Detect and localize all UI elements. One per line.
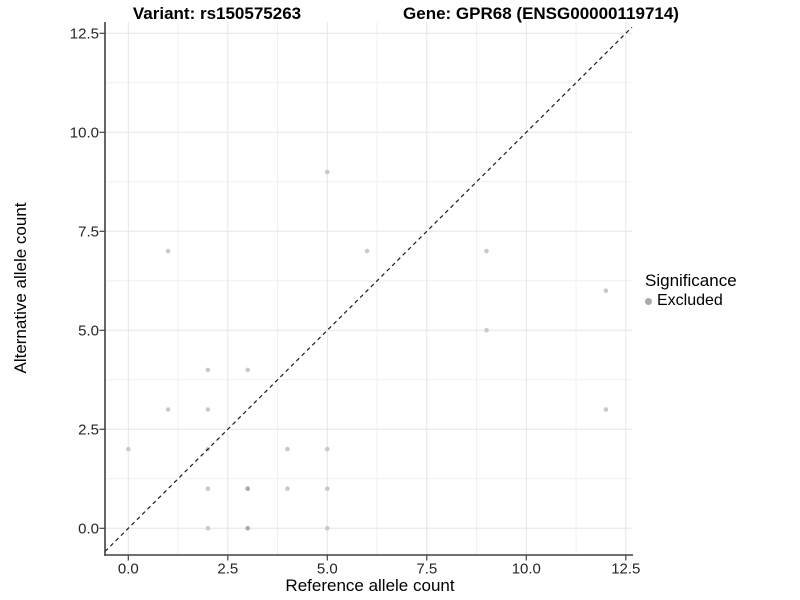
legend: Significance Excluded [645, 271, 737, 310]
svg-text:2.5: 2.5 [217, 561, 238, 578]
svg-text:0.0: 0.0 [78, 520, 99, 537]
legend-point-icon [645, 297, 652, 305]
svg-text:12.5: 12.5 [611, 561, 640, 578]
svg-text:2.5: 2.5 [78, 421, 99, 438]
svg-text:5.0: 5.0 [317, 561, 338, 578]
svg-text:7.5: 7.5 [416, 561, 437, 578]
svg-text:5.0: 5.0 [78, 322, 99, 339]
legend-title: Significance [645, 271, 737, 290]
legend-item-excluded: Excluded [645, 292, 737, 310]
svg-text:0.0: 0.0 [118, 561, 139, 578]
x-axis-title: Reference allele count [285, 576, 455, 595]
svg-text:10.0: 10.0 [70, 124, 99, 141]
legend-item-label: Excluded [657, 292, 723, 309]
plot-title-gene: Gene: GPR68 (ENSG00000119714) [403, 4, 679, 23]
svg-text:7.5: 7.5 [78, 223, 99, 240]
svg-text:12.5: 12.5 [70, 25, 99, 42]
plot-title-variant: Variant: rs150575263 [132, 4, 302, 23]
svg-text:10.0: 10.0 [512, 561, 541, 578]
